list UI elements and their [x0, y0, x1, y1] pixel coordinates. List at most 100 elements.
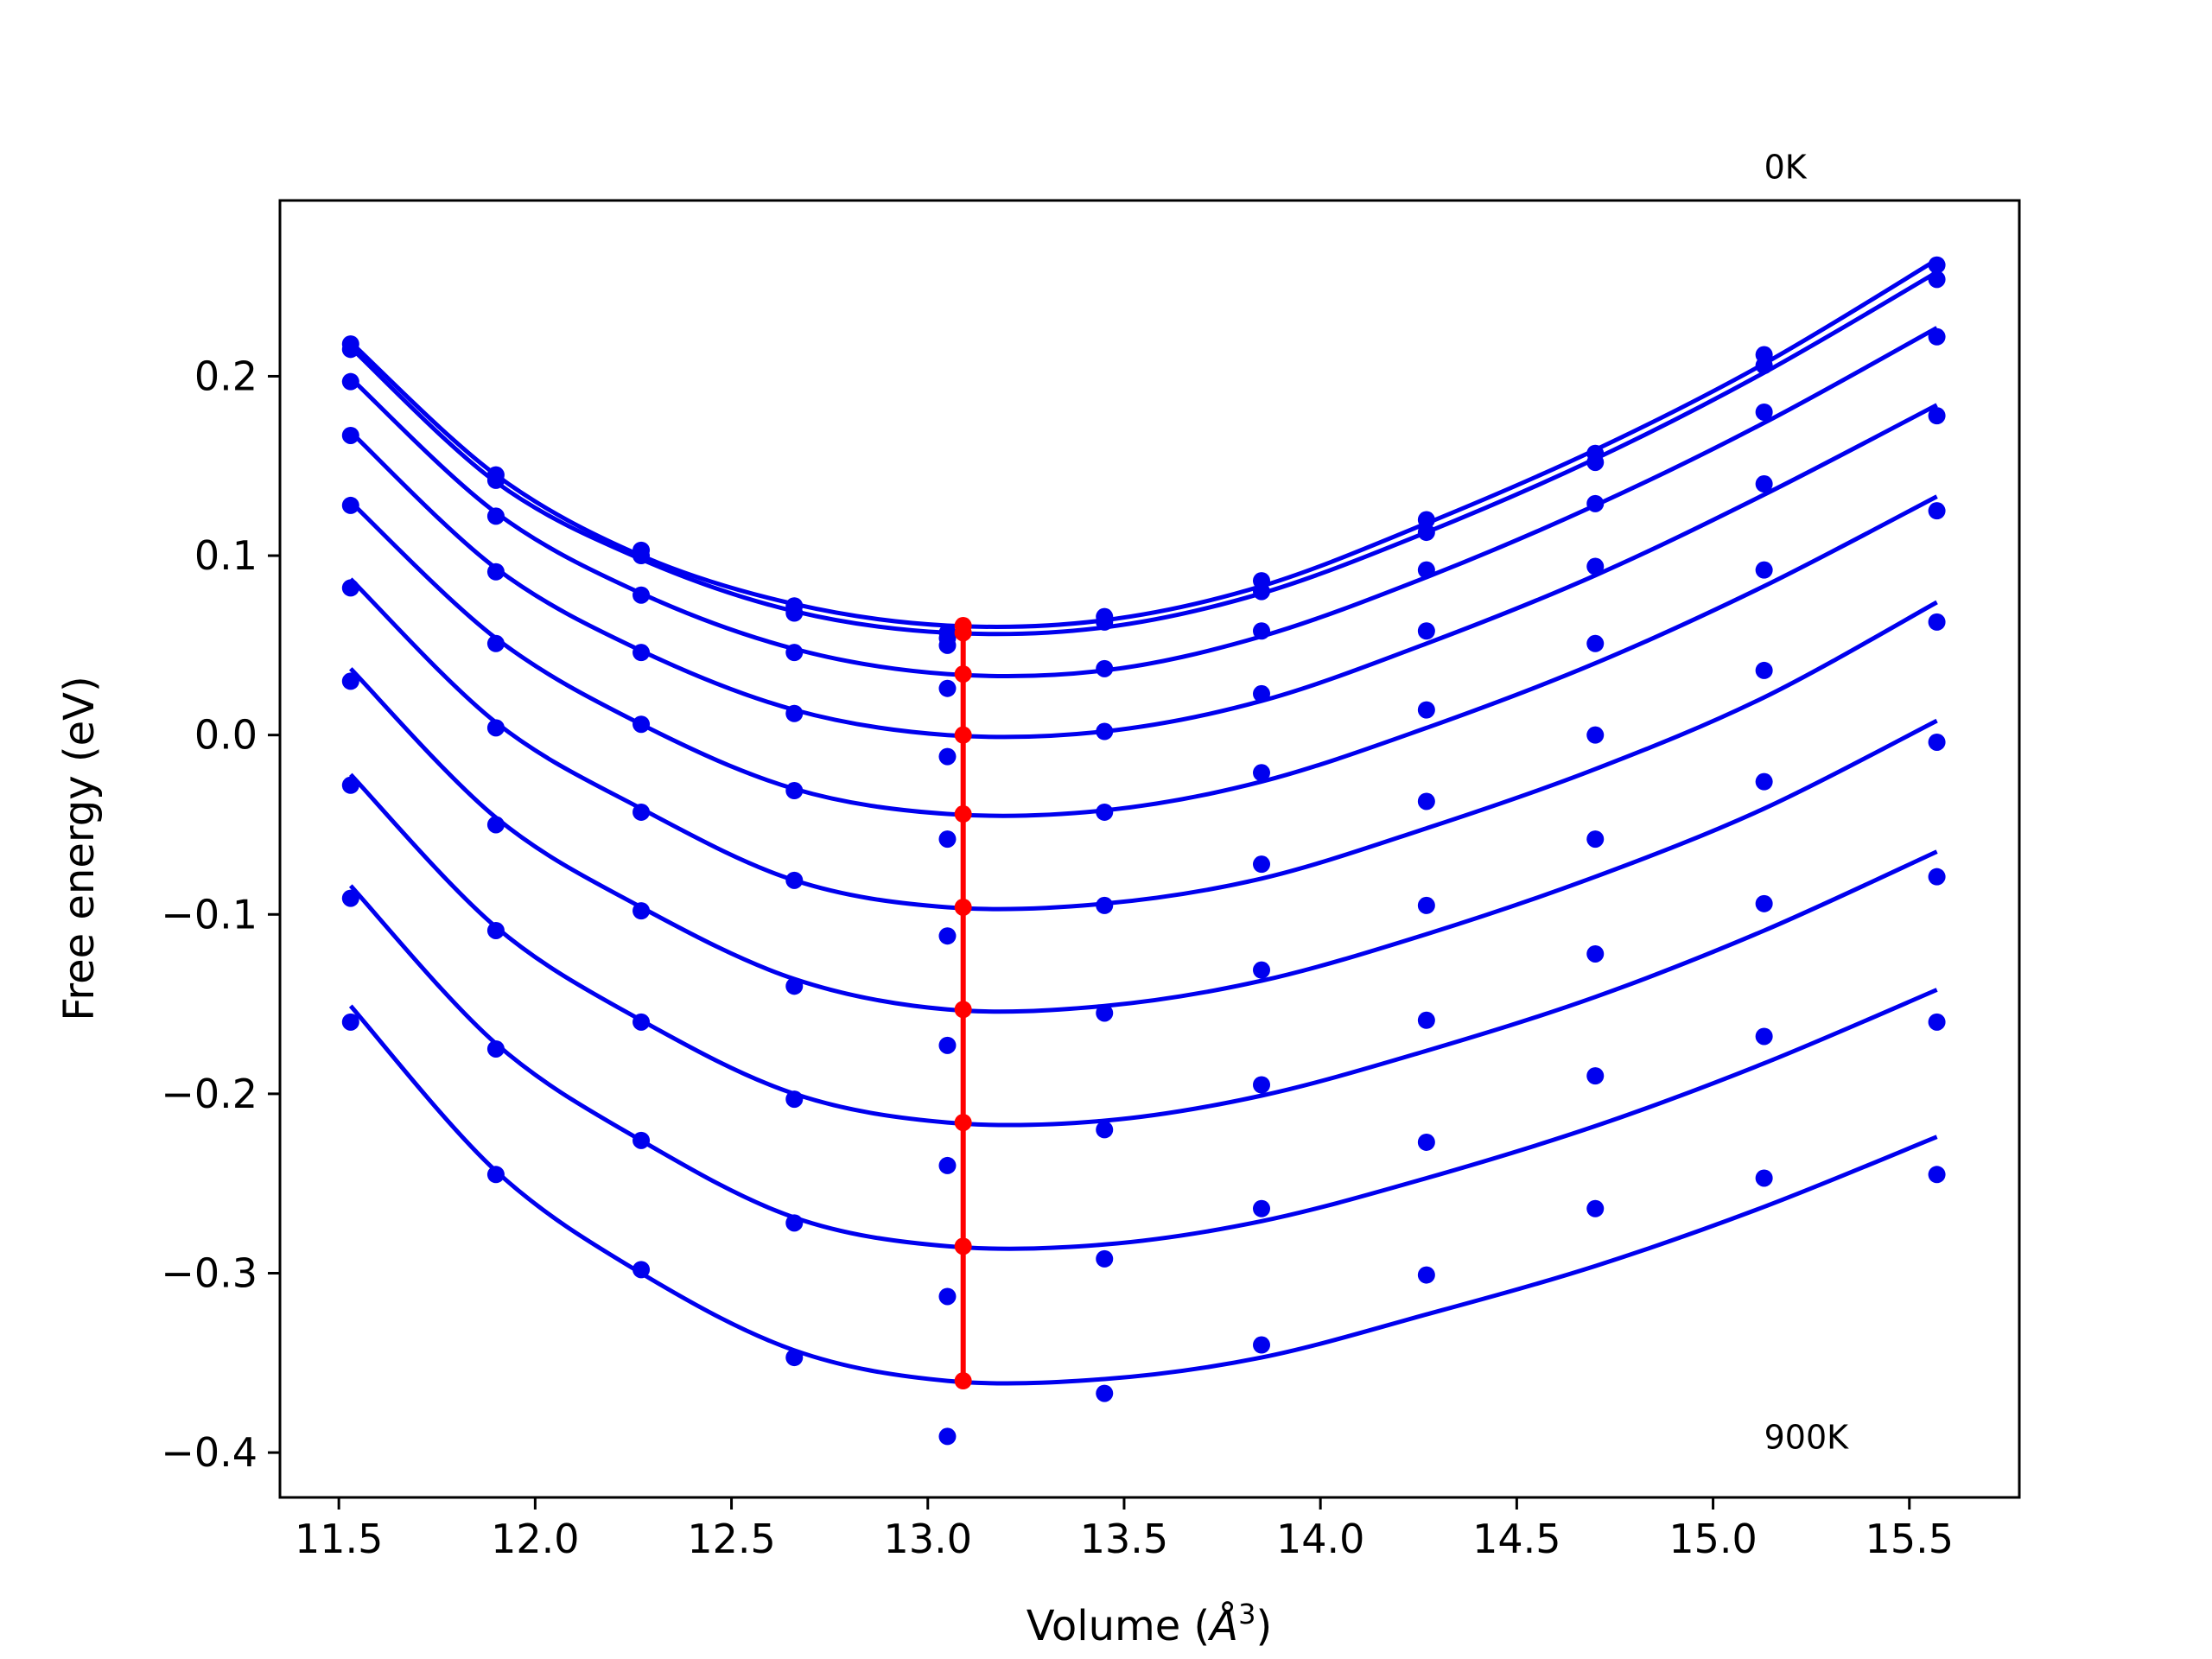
x-axis-label-exponent: 3	[1238, 1598, 1255, 1630]
minimum-point	[954, 665, 972, 683]
data-point	[632, 803, 651, 821]
data-point	[486, 471, 505, 489]
data-point	[486, 719, 505, 737]
x-axis-label-text: Volume (	[1027, 1602, 1211, 1650]
data-point	[938, 679, 957, 697]
data-point	[1253, 684, 1271, 702]
data-point	[1586, 454, 1605, 472]
data-point	[1755, 475, 1773, 493]
plot-frame	[278, 199, 2021, 1499]
data-point	[1096, 613, 1114, 631]
data-point	[1417, 792, 1435, 810]
data-point	[938, 1427, 957, 1446]
data-point	[785, 977, 804, 995]
x-axis-label-close: )	[1255, 1602, 1272, 1650]
data-point	[785, 871, 804, 889]
data-point	[1755, 772, 1773, 791]
data-point	[1586, 634, 1605, 652]
data-point	[1586, 1067, 1605, 1085]
y-axis: −0.4 −0.3 −0.2 −0.1 0.0 0.1 0.2	[161, 353, 280, 1476]
data-point	[785, 782, 804, 800]
data-point	[785, 644, 804, 662]
annotation-label: 0K	[1764, 149, 1808, 187]
data-point	[1928, 270, 1946, 289]
minimum-point	[954, 1001, 972, 1019]
data-point	[1928, 256, 1946, 274]
data-point	[1417, 561, 1435, 579]
data-point	[1586, 494, 1605, 512]
data-point	[632, 902, 651, 920]
data-point	[938, 830, 957, 849]
data-point	[1586, 726, 1605, 744]
data-point	[1586, 944, 1605, 963]
data-point	[632, 586, 651, 604]
data-point	[632, 1131, 651, 1149]
data-point	[1417, 524, 1435, 542]
data-point	[341, 340, 359, 359]
y-tick-label: −0.3	[161, 1249, 257, 1296]
data-point	[341, 496, 359, 514]
x-axis-label-symbol: Å	[1207, 1601, 1238, 1650]
data-point	[1096, 722, 1114, 741]
data-point	[1096, 1004, 1114, 1022]
data-point	[1755, 403, 1773, 421]
data-point	[1586, 557, 1605, 575]
data-point	[1928, 868, 1946, 886]
x-tick-label: 14.5	[1472, 1516, 1560, 1562]
data-point	[938, 1287, 957, 1306]
data-point	[1586, 1199, 1605, 1217]
x-axis-label: Volume (Å3)	[1027, 1598, 1272, 1650]
data-point	[486, 563, 505, 581]
data-point	[785, 604, 804, 622]
data-point	[1096, 1249, 1114, 1268]
data-point	[1928, 407, 1946, 425]
minimum-point	[954, 805, 972, 823]
data-point	[1928, 327, 1946, 346]
x-tick-label: 13.5	[1080, 1516, 1168, 1562]
data-point	[785, 1090, 804, 1109]
data-point	[341, 889, 359, 907]
data-point	[486, 1039, 505, 1058]
data-point	[486, 507, 505, 525]
fit-curve-9	[348, 1004, 1938, 1386]
y-tick-label: 0.0	[194, 712, 257, 759]
data-point	[632, 547, 651, 565]
data-point	[341, 372, 359, 391]
data-point	[632, 1261, 651, 1279]
y-tick-label: −0.2	[161, 1071, 257, 1117]
y-tick-label: −0.4	[161, 1429, 257, 1476]
data-point	[341, 776, 359, 794]
annotation-label: 900K	[1764, 1418, 1850, 1456]
data-point	[1755, 561, 1773, 579]
data-point	[486, 1166, 505, 1184]
data-point	[1096, 659, 1114, 677]
data-point	[632, 715, 651, 734]
y-tick-label: −0.1	[161, 891, 257, 938]
x-tick-label: 12.5	[687, 1516, 775, 1562]
y-tick-label: 0.2	[194, 353, 257, 399]
data-point	[1417, 1133, 1435, 1151]
fit-curve-7	[348, 772, 1938, 1128]
data-point	[486, 634, 505, 652]
data-point	[1417, 622, 1435, 640]
data-point	[1096, 1384, 1114, 1402]
data-point	[785, 1349, 804, 1367]
data-point	[1096, 1121, 1114, 1139]
data-point	[1755, 356, 1773, 374]
data-point	[1253, 1076, 1271, 1094]
x-tick-label: 14.0	[1276, 1516, 1364, 1562]
x-tick-label: 11.5	[295, 1516, 383, 1562]
minimum-point	[954, 898, 972, 916]
data-point	[1417, 1011, 1435, 1029]
data-point	[632, 644, 651, 662]
data-point	[341, 672, 359, 690]
data-point	[1928, 1013, 1946, 1031]
data-point	[1417, 896, 1435, 914]
data-point	[785, 1214, 804, 1232]
plot-area	[341, 256, 1946, 1446]
data-point	[1096, 896, 1114, 914]
data-point	[1755, 894, 1773, 912]
data-point	[341, 579, 359, 597]
